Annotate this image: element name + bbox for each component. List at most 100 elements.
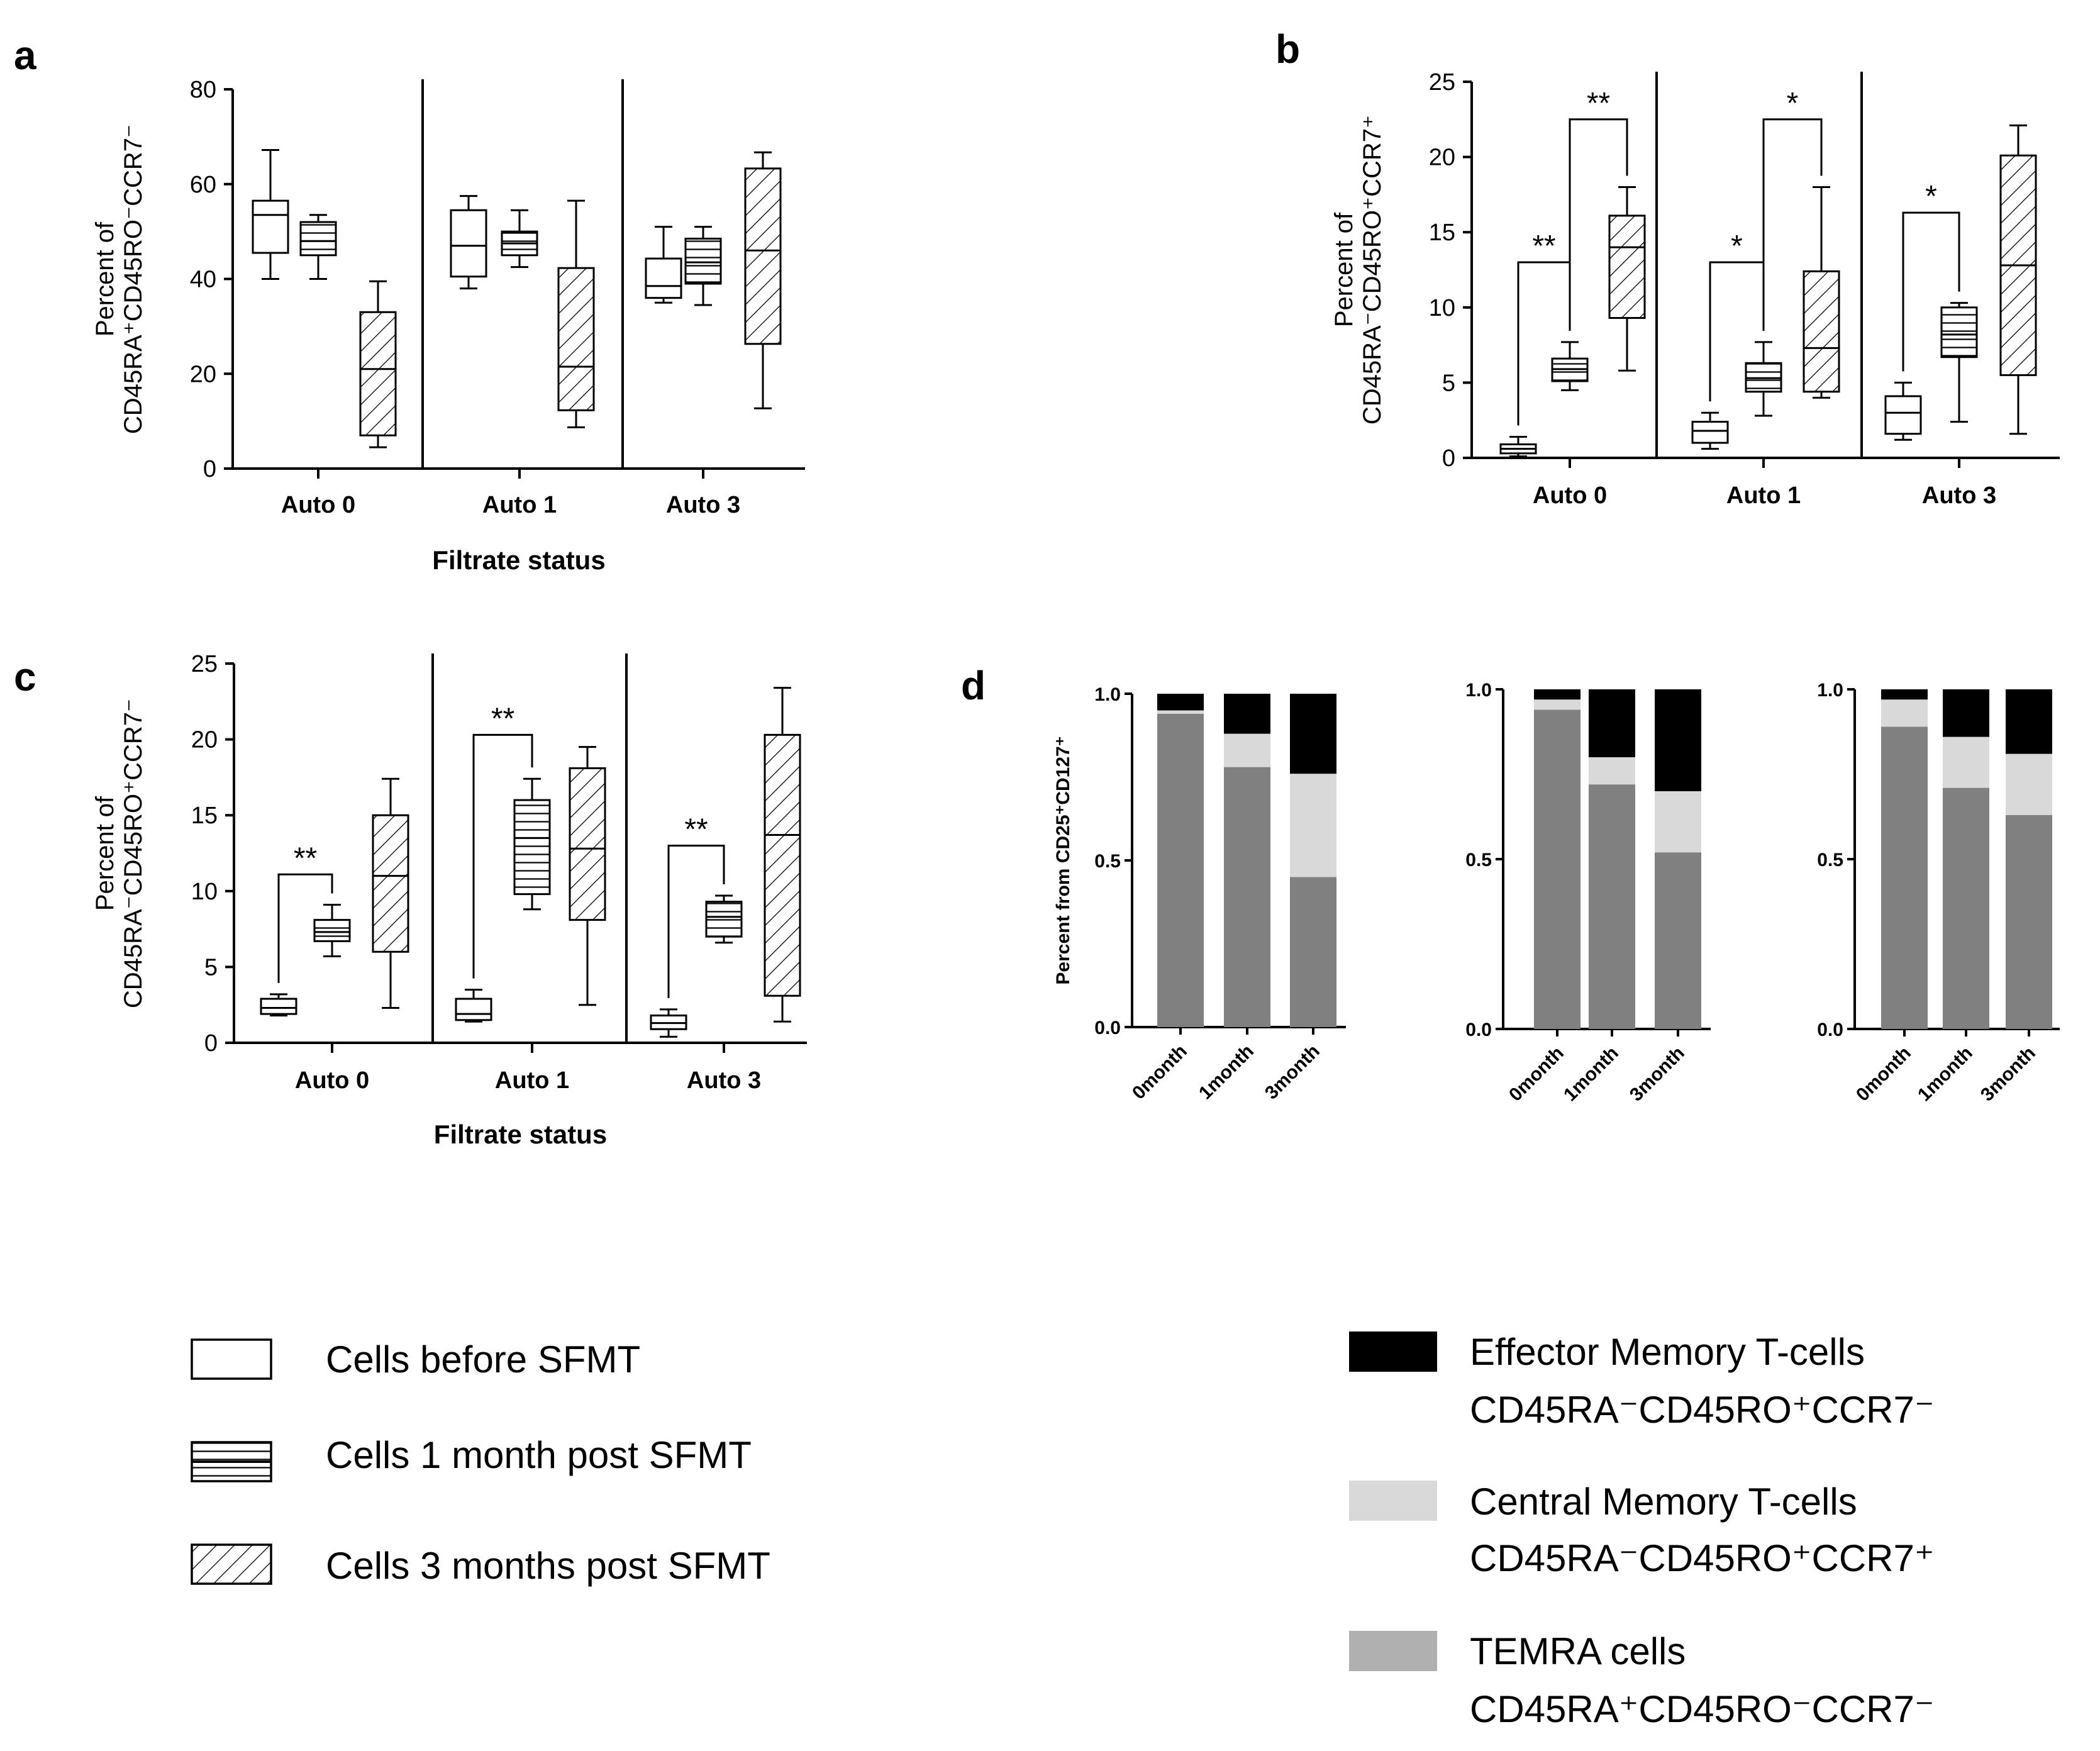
- stacked-bar-segment-effector-memory-t-cells: [1655, 689, 1701, 791]
- y-axis-label-line2: CD45RA⁺CD45RO⁻CCR7⁻: [119, 125, 147, 434]
- stacked-bar-segment-temra-cells: [1224, 767, 1270, 1027]
- box-3months: [359, 311, 397, 436]
- stacked-bar-segment-central-memory-t-cells: [1881, 699, 1928, 727]
- box-1month: [513, 799, 551, 896]
- box-3months: [569, 767, 606, 921]
- x-category-label: Auto 1: [482, 492, 557, 518]
- y-tick-label: 20: [191, 727, 218, 753]
- stacked-bar-segment-central-memory-t-cells: [1943, 737, 1989, 788]
- stacked-bar-segment-effector-memory-t-cells: [1290, 694, 1336, 774]
- stacked-bar-segment-effector-memory-t-cells: [1589, 689, 1635, 757]
- d-y-tick-label: 1.0: [1817, 680, 1843, 701]
- stacked-bar-segment-temra-cells: [2006, 814, 2052, 1029]
- y-tick-label: 80: [190, 77, 216, 103]
- d-y-tick-label: 0.0: [1817, 1020, 1843, 1040]
- stacked-bar-segment-central-memory-t-cells: [1534, 699, 1581, 710]
- box-1month: [684, 237, 722, 285]
- x-category-label: Auto 0: [281, 492, 355, 518]
- significance-label: **: [684, 813, 708, 846]
- d-x-category-label: 3month: [1626, 1043, 1689, 1106]
- y-tick-label: 5: [1442, 370, 1455, 396]
- d-y-tick-label: 0.5: [1465, 850, 1492, 870]
- significance-label: **: [294, 842, 317, 875]
- panel-c-box-chart: 0 5 10 15 20 25 Auto 0 Auto 1 Auto 3 Filtrate sta…: [91, 651, 807, 1149]
- box-3months: [744, 167, 782, 345]
- x-category-label: Auto 0: [295, 1067, 369, 1094]
- significance-bracket: [667, 844, 725, 998]
- stacked-bar-segment-effector-memory-t-cells: [1534, 689, 1581, 700]
- legend-marker-effector: CD45RA⁻CD45RO⁺CCR7⁻: [1470, 1389, 1935, 1431]
- legend-marker-central: CD45RA⁻CD45RO⁺CCR7⁺: [1470, 1537, 1935, 1579]
- legend-swatch-central: [1349, 1481, 1437, 1521]
- stacked-bar-segment-central-memory-t-cells: [1655, 791, 1701, 853]
- panel-letter-a: a: [14, 33, 36, 78]
- y-tick-label: 0: [204, 1030, 218, 1057]
- box-before: [645, 257, 682, 299]
- legend-label-temra: TEMRA cells: [1470, 1630, 1686, 1672]
- box-1month: [1940, 306, 1978, 359]
- stacked-bar-segment-effector-memory-t-cells: [1224, 694, 1270, 734]
- y-tick-label: 20: [1429, 145, 1455, 171]
- x-category-label: Auto 3: [1922, 482, 1996, 509]
- legend-swatch-3months: [191, 1543, 272, 1585]
- d-x-category-label: 0month: [1505, 1043, 1568, 1106]
- box-before: [252, 199, 289, 254]
- stacked-bar-segment-central-memory-t-cells: [1157, 710, 1204, 714]
- x-category-label: Auto 0: [1533, 482, 1607, 509]
- d-x-category-label: 1month: [1914, 1043, 1977, 1106]
- legend-label-1month: Cells 1 month post SFMT: [326, 1434, 752, 1476]
- stacked-bar-segment-temra-cells: [1655, 852, 1701, 1029]
- d-y-tick-label: 0.5: [1817, 850, 1843, 870]
- d-y-tick-label: 0.5: [1094, 851, 1121, 872]
- y-tick-label: 10: [1429, 295, 1455, 321]
- box-before: [450, 209, 487, 278]
- significance-label: *: [1787, 87, 1799, 120]
- stacked-bar-segment-central-memory-t-cells: [1224, 733, 1270, 767]
- box-3months: [557, 267, 595, 411]
- stacked-bar-segment-temra-cells: [1589, 784, 1635, 1029]
- y-tick-label: 0: [203, 456, 216, 482]
- stacked-bar-segment-effector-memory-t-cells: [1881, 689, 1928, 700]
- stacked-bar-segment-temra-cells: [1534, 709, 1581, 1029]
- legend-label-before: Cells before SFMT: [326, 1338, 640, 1381]
- significance-label: *: [1925, 180, 1937, 213]
- significance-label: **: [1587, 87, 1610, 120]
- box-3months: [764, 733, 801, 997]
- y-tick-label: 5: [204, 954, 218, 981]
- d-x-category-label: 0month: [1852, 1043, 1915, 1106]
- significance-bracket: [1762, 118, 1823, 331]
- stack-legend: Effector Memory T-cells CD45RA⁻CD45RO⁺CC…: [1349, 1331, 1935, 1730]
- y-tick-label: 25: [1429, 69, 1455, 96]
- stacked-bar-segment-effector-memory-t-cells: [1943, 689, 1989, 737]
- stacked-bar-segment-temra-cells: [1943, 787, 1989, 1029]
- y-axis-label-line1: Percent of: [91, 221, 119, 336]
- significance-bracket: [1517, 261, 1571, 426]
- y-tick-label: 15: [191, 803, 218, 829]
- y-tick-label: 15: [1429, 220, 1455, 246]
- panel-letter-c: c: [14, 654, 36, 699]
- box-1month: [705, 901, 743, 938]
- legend-label-central: Central Memory T-cells: [1470, 1481, 1857, 1523]
- d-y-tick-label: 1.0: [1094, 684, 1121, 705]
- d-x-category-label: 0month: [1128, 1041, 1191, 1104]
- x-axis-label: Filtrate status: [432, 545, 605, 575]
- stacked-bar-segment-effector-memory-t-cells: [1157, 694, 1204, 711]
- significance-label: *: [1731, 230, 1743, 263]
- significance-bracket: [277, 873, 333, 983]
- d-y-tick-label: 0.0: [1094, 1018, 1121, 1038]
- stacked-bar-segment-central-memory-t-cells: [2006, 753, 2052, 815]
- d-x-category-label: 1month: [1195, 1041, 1258, 1104]
- y-tick-label: 40: [190, 267, 216, 293]
- stacked-bar-segment-temra-cells: [1157, 713, 1204, 1027]
- stacked-bar-segment-central-memory-t-cells: [1589, 757, 1635, 785]
- x-category-label: Auto 3: [687, 1067, 761, 1094]
- d-y-tick-label: 0.0: [1465, 1020, 1492, 1040]
- significance-label: **: [1532, 230, 1555, 263]
- box-1month: [313, 919, 351, 942]
- significance-bracket: [472, 733, 533, 979]
- significance-label: **: [491, 702, 514, 735]
- legend-label-effector: Effector Memory T-cells: [1470, 1331, 1865, 1373]
- y-axis-label-line2: CD45RA⁻CD45RO⁺CCR7⁻: [119, 699, 147, 1008]
- legend-marker-temra: CD45RA⁺CD45RO⁻CCR7⁻: [1470, 1688, 1935, 1730]
